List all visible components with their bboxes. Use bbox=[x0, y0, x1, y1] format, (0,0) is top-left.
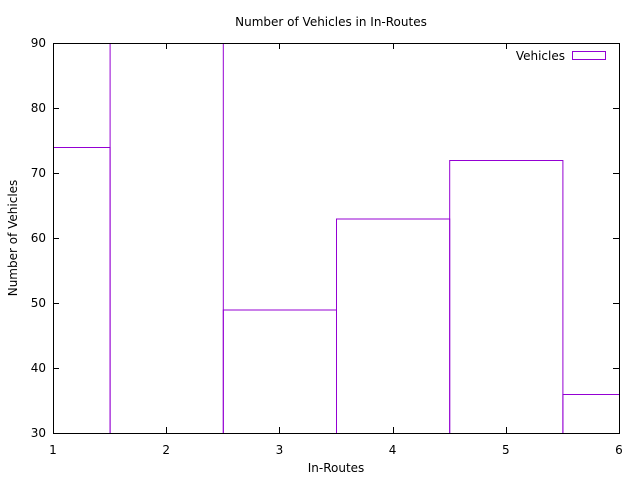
x-tick-label-5: 5 bbox=[502, 443, 510, 457]
x-axis-label: In-Routes bbox=[308, 461, 365, 475]
chart-title: Number of Vehicles in In-Routes bbox=[235, 15, 427, 29]
legend: Vehicles bbox=[516, 49, 606, 63]
bar-1 bbox=[53, 147, 111, 434]
y-tick-label-40: 40 bbox=[31, 361, 46, 375]
legend-swatch-vehicles bbox=[572, 51, 606, 60]
bar-4 bbox=[336, 218, 451, 434]
y-tick-label-60: 60 bbox=[31, 231, 46, 245]
x-tick-label-6: 6 bbox=[615, 443, 623, 457]
y-axis-label: Number of Vehicles bbox=[6, 180, 20, 297]
x-tick-label-2: 2 bbox=[162, 443, 170, 457]
x-tick-label-1: 1 bbox=[49, 443, 57, 457]
y-axis-ticks: 30 40 50 60 70 80 90 bbox=[31, 36, 619, 440]
y-tick-label-50: 50 bbox=[31, 296, 46, 310]
x-tick-label-3: 3 bbox=[276, 443, 284, 457]
y-tick-label-70: 70 bbox=[31, 166, 46, 180]
bar-2 bbox=[109, 43, 224, 434]
bars-group bbox=[53, 43, 621, 434]
plot-frame bbox=[53, 43, 620, 434]
y-tick-label-80: 80 bbox=[31, 101, 46, 115]
bar-3 bbox=[222, 309, 337, 434]
bar-5 bbox=[449, 160, 564, 434]
bar-6 bbox=[562, 394, 621, 434]
x-tick-label-4: 4 bbox=[389, 443, 397, 457]
y-tick-label-90: 90 bbox=[31, 36, 46, 50]
legend-label-vehicles: Vehicles bbox=[516, 49, 565, 63]
y-tick-label-30: 30 bbox=[31, 426, 46, 440]
